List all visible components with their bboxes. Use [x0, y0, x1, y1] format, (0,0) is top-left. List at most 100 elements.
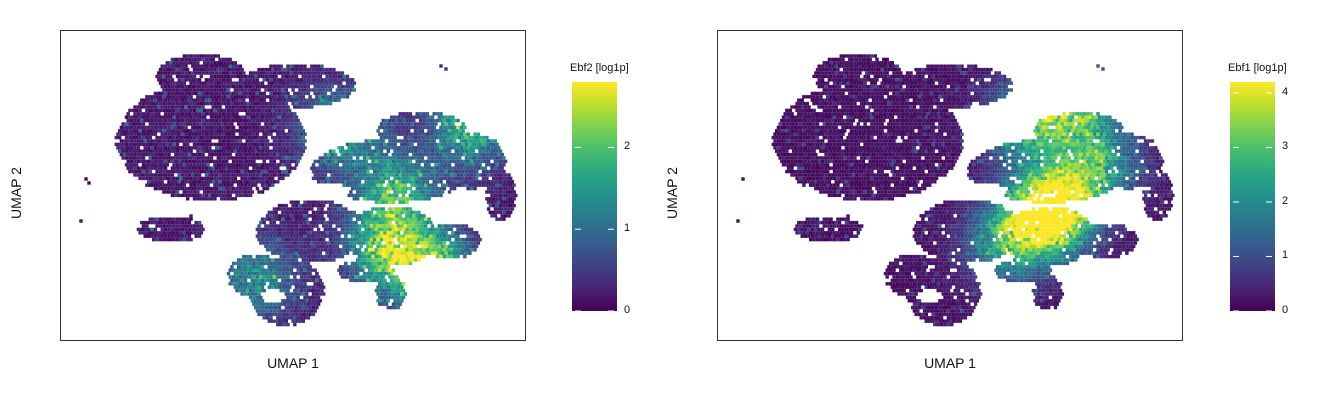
hexbin-cell — [165, 156, 169, 160]
hexbin-cell — [413, 176, 418, 181]
hexbin-cell — [296, 268, 300, 272]
hexbin-cell — [191, 193, 195, 198]
hexbin-cell — [218, 112, 222, 116]
hexbin-cell — [979, 74, 983, 79]
hexbin-cell — [206, 95, 210, 99]
hexbin-cell — [284, 244, 288, 249]
hexbin-cell — [885, 57, 889, 62]
hexbin-cell — [333, 207, 338, 211]
hexbin-cell — [296, 241, 300, 245]
hexbin-cell — [189, 176, 193, 181]
hexbin-cell — [452, 118, 457, 123]
hexbin-cell — [354, 159, 358, 164]
hexbin-cell — [271, 135, 275, 140]
colorbar-tick-label: 0 — [624, 304, 631, 316]
hexbin-cell — [308, 74, 312, 79]
hexbin-cell — [257, 95, 261, 99]
hexbin-cell — [87, 181, 91, 185]
hexbin-cell — [255, 186, 260, 191]
hexbin-cell — [390, 244, 394, 249]
hexbin-cell — [180, 139, 185, 143]
hexbin-cell — [965, 81, 969, 85]
hexbin-cell — [284, 203, 288, 208]
hexbin-cell — [320, 71, 324, 75]
hexbin-cell — [480, 173, 484, 177]
hexbin-cell — [187, 105, 192, 109]
hexbin-cell — [145, 163, 149, 167]
hexbin-cell — [192, 231, 197, 235]
hexbin-cell — [829, 74, 833, 79]
hexbin-cell — [301, 285, 305, 289]
hexbin-cell — [379, 231, 384, 235]
hexbin-cell — [356, 271, 360, 276]
hexbin-cell — [141, 122, 146, 126]
hexbin-cell — [291, 74, 295, 79]
hexbin-cell — [289, 132, 294, 136]
hexbin-cell — [274, 149, 278, 153]
hexbin-cell — [509, 210, 513, 215]
hexbin-cell — [417, 210, 421, 215]
hexbin-cell — [277, 95, 282, 99]
hexbin-cell — [340, 71, 345, 75]
hexbin-cell — [452, 132, 457, 136]
hexbin-cell — [405, 248, 409, 252]
hexbin-cell — [400, 285, 404, 289]
hexbin-cell — [133, 112, 137, 116]
hexbin-cell — [216, 95, 220, 99]
hexbin-cell — [177, 234, 181, 238]
hexbin-cell — [169, 183, 173, 187]
hexbin-cell — [160, 146, 164, 150]
hexbin-cell — [243, 278, 248, 283]
hexbin-cell — [413, 190, 418, 194]
hexbin-cell — [288, 285, 292, 289]
hexbin-cell — [259, 118, 263, 123]
hexbin-cell — [888, 78, 893, 82]
hexbin-cell — [441, 129, 445, 133]
hexbin-cell — [276, 261, 280, 266]
hexbin-cell — [418, 193, 423, 198]
hexbin-cell — [413, 231, 418, 235]
hexbin-cell — [323, 227, 328, 232]
hexbin-cell — [464, 169, 469, 174]
hexbin-cell — [186, 163, 190, 167]
hexbin-cell — [369, 183, 373, 187]
hexbin-cell — [157, 139, 161, 143]
hexbin-cell — [437, 237, 441, 242]
hexbin-cell — [390, 237, 394, 242]
hexbin-cell — [420, 231, 424, 235]
hexbin-cell — [223, 74, 227, 79]
hexbin-cell — [187, 139, 192, 143]
hexbin-cell — [444, 237, 448, 242]
hexbin-cell — [844, 78, 849, 82]
hexbin-cell — [379, 183, 384, 187]
hexbin-cell — [201, 186, 205, 191]
hexbin-cell — [163, 173, 168, 177]
hexbin-cell — [259, 112, 263, 116]
hexbin-cell — [186, 122, 190, 126]
hexbin-cell — [272, 220, 277, 225]
hexbin-cell — [279, 309, 283, 313]
hexbin-cell — [824, 84, 828, 89]
hexbin-cell — [305, 271, 309, 276]
hexbin-cell — [837, 71, 842, 75]
hexbin-cell — [303, 132, 307, 136]
hexbin-cell — [279, 220, 283, 225]
hexbin-cell — [223, 101, 227, 106]
hexbin-cell — [347, 78, 351, 82]
hexbin-cell — [311, 176, 316, 181]
hexbin-cell — [155, 135, 159, 140]
hexbin-cell — [158, 129, 163, 133]
hexbin-cell — [395, 186, 399, 191]
hexbin-cell — [446, 248, 450, 252]
hexbin-cell — [179, 81, 183, 85]
hexbin-cell — [354, 275, 358, 279]
hexbin-cell — [146, 98, 151, 102]
hexbin-cell — [395, 227, 399, 232]
hexbin-cell — [194, 186, 198, 191]
hexbin-cell — [461, 122, 465, 126]
hexbin-cell — [196, 163, 200, 167]
hexbin-cell — [196, 197, 200, 201]
hexbin-cell — [255, 152, 260, 157]
hexbin-cell — [320, 234, 324, 238]
hexbin-cell — [936, 71, 940, 75]
